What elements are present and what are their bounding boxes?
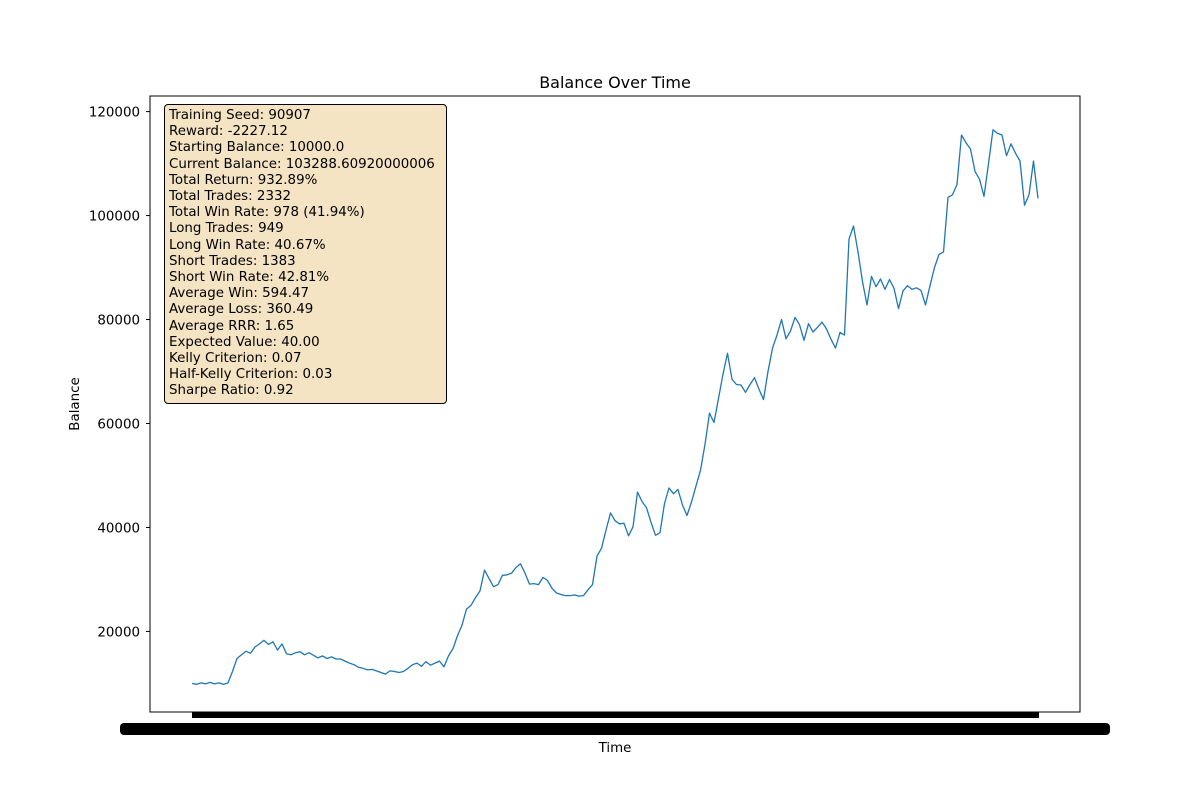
stats-line: Long Trades: 949	[169, 221, 284, 237]
stats-line: Average RRR: 1.65	[169, 318, 295, 334]
y-tick-label: 80000	[97, 314, 140, 329]
stats-line: Short Trades: 1383	[169, 253, 296, 269]
stats-line: Current Balance: 103288.60920000006	[169, 156, 435, 172]
stats-line: Sharpe Ratio: 0.92	[169, 383, 294, 399]
y-tick-label: 40000	[97, 521, 140, 536]
stats-line: Starting Balance: 10000.0	[169, 140, 345, 156]
y-tick-label: 120000	[89, 106, 140, 121]
stats-line: Total Win Rate: 978 (41.94%)	[169, 205, 365, 221]
stats-line: Reward: -2227.12	[169, 124, 288, 140]
y-tick-label: 60000	[97, 417, 140, 432]
y-axis: 20000 40000 60000 80000 100000 120000	[89, 106, 150, 640]
balance-series-line	[191, 129, 1039, 686]
stats-line: Training Seed: 90907	[169, 108, 311, 123]
stats-line: Long Win Rate: 40.67%	[169, 237, 326, 253]
y-tick-label: 20000	[97, 625, 140, 640]
chart-title: Balance Over Time	[539, 73, 691, 92]
stats-line: Half-Kelly Criterion: 0.03	[169, 367, 333, 383]
x-tick-labels-overlap	[120, 723, 1110, 735]
stats-line: Total Return: 932.89%	[169, 172, 318, 188]
stats-line: Average Win: 594.47	[169, 286, 310, 302]
stats-line: Total Trades: 2332	[169, 189, 292, 205]
y-axis-label: Balance	[68, 377, 83, 430]
x-tick-marks	[192, 712, 1039, 718]
y-tick-label: 100000	[89, 210, 140, 225]
stats-line: Expected Value: 40.00	[169, 334, 320, 350]
x-axis-label: Time	[598, 741, 632, 756]
stats-line: Short Win Rate: 42.81%	[169, 270, 330, 286]
stats-line: Kelly Criterion: 0.07	[169, 351, 302, 367]
stats-line: Average Loss: 360.49	[169, 302, 314, 318]
stats-box: Training Seed: 90907 Reward: -2227.12 Star…	[164, 104, 447, 404]
